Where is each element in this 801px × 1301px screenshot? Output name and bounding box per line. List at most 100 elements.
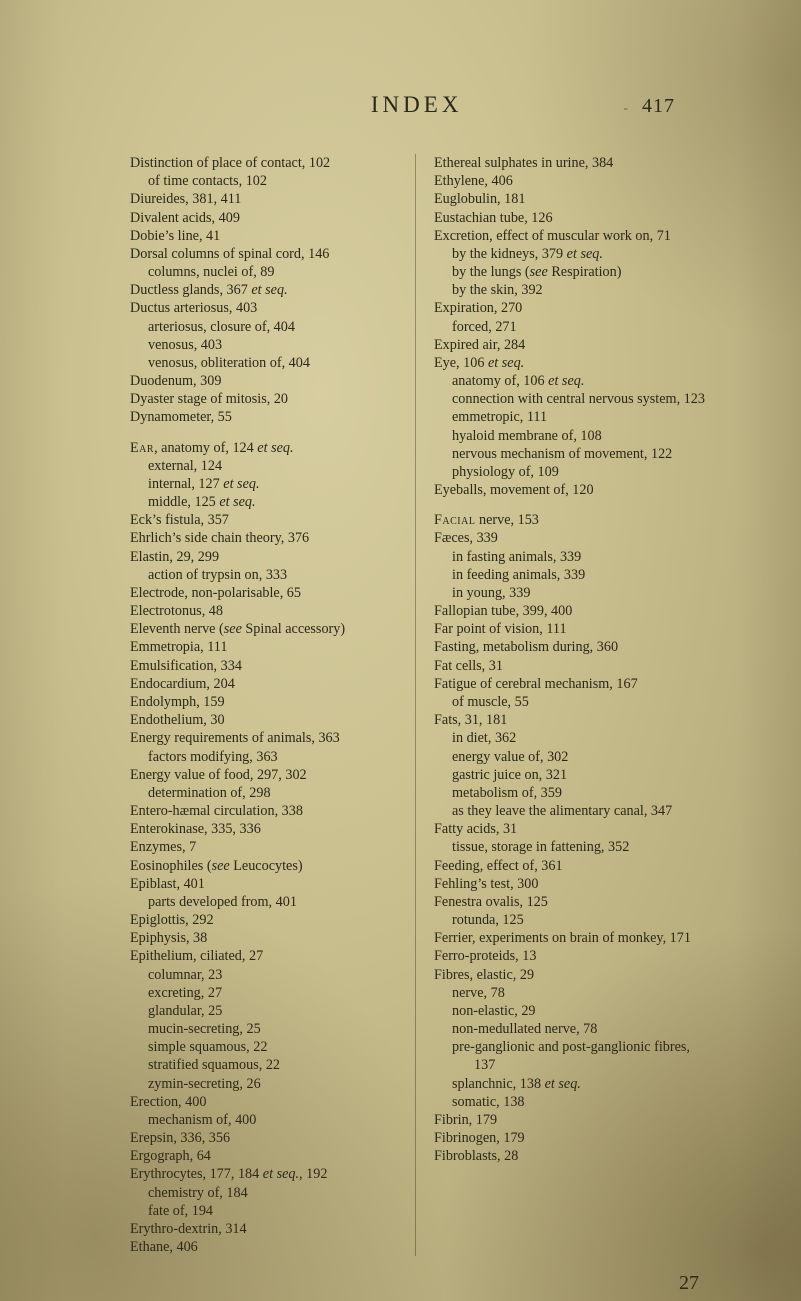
index-subentry: by the lungs (see Respiration) (434, 263, 705, 281)
index-entry: Facial nerve, 153 (434, 511, 705, 529)
index-subentry: stratified squamous, 22 (130, 1056, 401, 1074)
index-entry: Enterokinase, 335, 336 (130, 820, 401, 838)
header-pagenum: 417 (642, 95, 675, 117)
index-entry: Ethane, 406 (130, 1238, 401, 1256)
index-subentry: physiology of, 109 (434, 463, 705, 481)
running-head: INDEX - 417 (160, 92, 675, 118)
index-entry: Ferro-proteids, 13 (434, 947, 705, 965)
index-entry: Far point of vision, 111 (434, 620, 705, 638)
index-entry: Fatigue of cerebral mechanism, 167 (434, 675, 705, 693)
index-entry: Eleventh nerve (see Spinal accessory) (130, 620, 401, 638)
index-entry: Erepsin, 336, 356 (130, 1129, 401, 1147)
index-subentry: forced, 271 (434, 318, 705, 336)
index-entry: Divalent acids, 409 (130, 209, 401, 227)
index-entry: Epiblast, 401 (130, 875, 401, 893)
index-entry: Fehling’s test, 300 (434, 875, 705, 893)
index-entry: Ethylene, 406 (434, 172, 705, 190)
index-entry: Erection, 400 (130, 1093, 401, 1111)
index-entry: Fibrinogen, 179 (434, 1129, 705, 1147)
index-subentry: gastric juice on, 321 (434, 766, 705, 784)
header-pagenum-wrap: - 417 (623, 95, 675, 118)
index-entry: Duodenum, 309 (130, 372, 401, 390)
index-entry: Eck’s fistula, 357 (130, 511, 401, 529)
index-subentry: of time contacts, 102 (130, 172, 401, 190)
index-subentry: tissue, storage in fattening, 352 (434, 838, 705, 856)
page: INDEX - 417 Distinction of place of cont… (0, 0, 801, 1301)
index-subentry: factors modifying, 363 (130, 748, 401, 766)
index-subentry: fate of, 194 (130, 1202, 401, 1220)
index-subentry: arteriosus, closure of, 404 (130, 318, 401, 336)
index-subentry: chemistry of, 184 (130, 1184, 401, 1202)
index-subentry: internal, 127 et seq. (130, 475, 401, 493)
index-entry: Epithelium, ciliated, 27 (130, 947, 401, 965)
index-subentry: pre-ganglionic and post-ganglionic fibre… (434, 1038, 705, 1074)
index-subentry: hyaloid membrane of, 108 (434, 427, 705, 445)
index-entry: Feeding, effect of, 361 (434, 857, 705, 875)
index-entry: Dobie’s line, 41 (130, 227, 401, 245)
index-entry: Ehrlich’s side chain theory, 376 (130, 529, 401, 547)
header-title: INDEX (210, 92, 623, 118)
index-entry: Euglobulin, 181 (434, 190, 705, 208)
index-entry: Diureides, 381, 411 (130, 190, 401, 208)
index-entry: Ferrier, experiments on brain of monkey,… (434, 929, 705, 947)
index-entry: Erythro-dextrin, 314 (130, 1220, 401, 1238)
index-subentry: mucin-secreting, 25 (130, 1020, 401, 1038)
index-entry: Fatty acids, 31 (434, 820, 705, 838)
index-entry: Emmetropia, 111 (130, 638, 401, 656)
index-entry: Eye, 106 et seq. (434, 354, 705, 372)
index-subentry: splanchnic, 138 et seq. (434, 1075, 705, 1093)
index-subentry: action of trypsin on, 333 (130, 566, 401, 584)
index-entry: Electrotonus, 48 (130, 602, 401, 620)
index-entry: Eyeballs, movement of, 120 (434, 481, 705, 499)
index-entry: Energy requirements of animals, 363 (130, 729, 401, 747)
index-entry: Fibres, elastic, 29 (434, 966, 705, 984)
index-subentry: in fasting animals, 339 (434, 548, 705, 566)
index-entry: Emulsification, 334 (130, 657, 401, 675)
index-entry: Eustachian tube, 126 (434, 209, 705, 227)
blank-line (434, 499, 705, 511)
index-entry: Expired air, 284 (434, 336, 705, 354)
index-entry: Fenestra ovalis, 125 (434, 893, 705, 911)
index-entry: Fibrin, 179 (434, 1111, 705, 1129)
index-subentry: emmetropic, 111 (434, 408, 705, 426)
index-subentry: metabolism of, 359 (434, 784, 705, 802)
index-entry: Fibroblasts, 28 (434, 1147, 705, 1165)
index-subentry: by the skin, 392 (434, 281, 705, 299)
index-subentry: in diet, 362 (434, 729, 705, 747)
index-subentry: excreting, 27 (130, 984, 401, 1002)
index-entry: Expiration, 270 (434, 299, 705, 317)
index-subentry: of muscle, 55 (434, 693, 705, 711)
index-subentry: energy value of, 302 (434, 748, 705, 766)
blank-line (130, 427, 401, 439)
index-subentry: venosus, 403 (130, 336, 401, 354)
index-subentry: columnar, 23 (130, 966, 401, 984)
index-entry: Dynamometer, 55 (130, 408, 401, 426)
index-entry: Endocardium, 204 (130, 675, 401, 693)
header-dash: - (623, 101, 630, 116)
index-entry: Fæces, 339 (434, 529, 705, 547)
index-subentry: nerve, 78 (434, 984, 705, 1002)
index-entry: Dorsal columns of spinal cord, 146 (130, 245, 401, 263)
columns: Distinction of place of contact, 102of t… (130, 154, 705, 1256)
right-column: Ethereal sulphates in urine, 384Ethylene… (416, 154, 705, 1256)
index-subentry: middle, 125 et seq. (130, 493, 401, 511)
index-entry: Entero-hæmal circulation, 338 (130, 802, 401, 820)
index-subentry: non-medullated nerve, 78 (434, 1020, 705, 1038)
index-subentry: by the kidneys, 379 et seq. (434, 245, 705, 263)
index-subentry: as they leave the alimentary canal, 347 (434, 802, 705, 820)
index-entry: Energy value of food, 297, 302 (130, 766, 401, 784)
index-entry: Distinction of place of contact, 102 (130, 154, 401, 172)
index-entry: Endolymph, 159 (130, 693, 401, 711)
index-subentry: mechanism of, 400 (130, 1111, 401, 1129)
index-subentry: nervous mechanism of movement, 122 (434, 445, 705, 463)
index-entry: Electrode, non-polarisable, 65 (130, 584, 401, 602)
index-subentry: determination of, 298 (130, 784, 401, 802)
signature-mark: 27 (130, 1272, 705, 1295)
index-entry: Epiglottis, 292 (130, 911, 401, 929)
index-entry: Epiphysis, 38 (130, 929, 401, 947)
index-entry: Ductless glands, 367 et seq. (130, 281, 401, 299)
index-entry: Excretion, effect of muscular work on, 7… (434, 227, 705, 245)
index-entry: Ductus arteriosus, 403 (130, 299, 401, 317)
index-subentry: in young, 339 (434, 584, 705, 602)
index-subentry: zymin-secreting, 26 (130, 1075, 401, 1093)
